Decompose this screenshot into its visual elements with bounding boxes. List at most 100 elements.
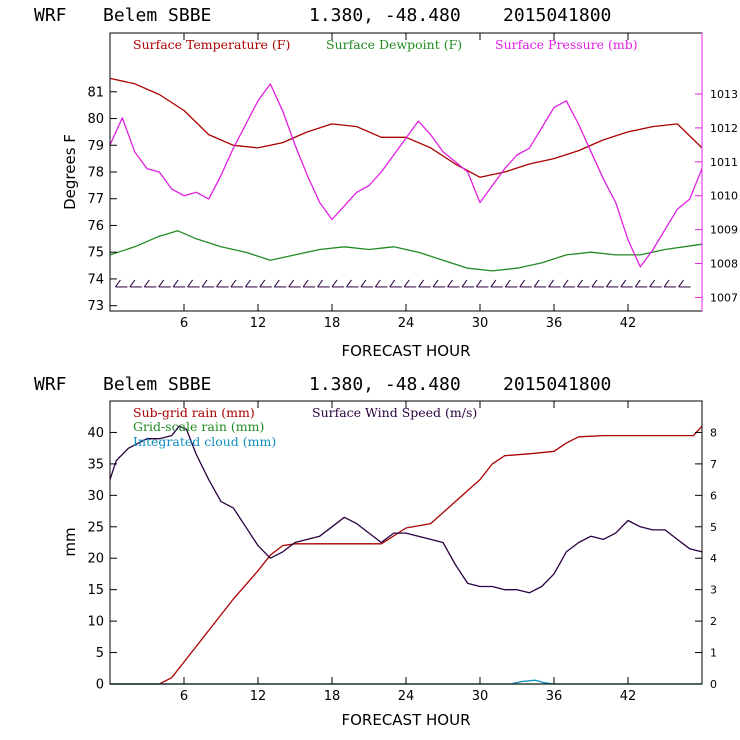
panel2-ytick-label: 20 <box>87 552 104 567</box>
wind-barbs <box>115 279 691 288</box>
wind-barb-flag <box>591 279 598 288</box>
wind-barb-flag <box>259 279 266 288</box>
wind-barb-flag <box>273 279 280 288</box>
panel2-ytick-label: 35 <box>87 457 104 472</box>
panel1-y-axis-label: Degrees F <box>61 134 79 210</box>
panel2-y2tick-label: 7 <box>710 458 717 471</box>
legend-surface-temperature: Surface Temperature (F) <box>133 37 290 52</box>
wind-barb-flag <box>360 279 367 288</box>
wind-barb-flag <box>476 279 482 288</box>
series-surface-dewpoint <box>109 230 703 272</box>
wind-barb-flag <box>634 279 641 288</box>
panel2-xtick-label: 42 <box>620 689 637 704</box>
panel2-y-ticks: 0 5 10 15 20 25 30 35 40 <box>87 426 117 693</box>
panel1-ytick-label: 73 <box>87 299 104 314</box>
wind-barb-flag <box>288 279 295 288</box>
panel1-y2tick-label: 1010 <box>710 190 738 203</box>
wind-barb-flag <box>418 279 425 288</box>
wind-barb-flag <box>187 279 194 288</box>
panel2-header-model: WRF <box>34 374 67 395</box>
wind-barb-flag <box>663 279 670 288</box>
wind-barb-flag <box>432 279 439 288</box>
wind-barb-flag <box>115 279 121 288</box>
panel2-ytick-label: 25 <box>87 520 104 535</box>
panel-rain-wind: WRF Belem SBBE 1.380, -48.480 2015041800… <box>34 374 717 729</box>
panel1-ytick-label: 77 <box>87 192 104 207</box>
panel2-y2tick-label: 5 <box>710 521 717 534</box>
wind-barb-flag <box>533 279 540 288</box>
panel1-header-station: Belem SBBE <box>103 5 211 26</box>
legend-integrated-cloud: Integrated cloud (mm) <box>133 434 276 449</box>
wind-barb-flag <box>201 279 208 288</box>
panel1-xtick-label: 24 <box>398 316 415 331</box>
panel2-xtick-label: 18 <box>324 689 341 704</box>
wind-barb-flag <box>331 279 338 288</box>
wind-barb-flag <box>230 279 237 288</box>
panel1-ytick-label: 80 <box>87 112 104 127</box>
panel2-xtick-label: 6 <box>180 689 188 704</box>
panel1-ytick-label: 81 <box>87 85 104 100</box>
panel1-xtick-label: 36 <box>546 316 563 331</box>
wind-barb-flag <box>172 279 179 288</box>
panel1-y2tick-label: 1007 <box>710 291 738 304</box>
wind-barb-flag <box>129 279 136 288</box>
wind-barb-flag <box>605 279 612 288</box>
panel2-header-station: Belem SBBE <box>103 374 211 395</box>
panel1-y2tick-label: 1012 <box>710 122 738 135</box>
panel1-header-coords: 1.380, -48.480 <box>309 5 461 26</box>
panel2-y2tick-label: 2 <box>710 615 717 628</box>
panel2-y2tick-label: 3 <box>710 584 717 597</box>
wind-barb-flag <box>346 279 352 288</box>
legend-grid-scale-rain: Grid-scale rain (mm) <box>133 419 264 434</box>
wind-barb-flag <box>374 279 381 288</box>
panel2-xtick-label: 12 <box>250 689 267 704</box>
wind-barb-flag <box>447 279 453 288</box>
panel2-y-axis-label: mm <box>61 527 79 556</box>
panel2-xtick-label: 30 <box>472 689 489 704</box>
panel2-y2tick-label: 8 <box>710 426 717 439</box>
panel2-x-axis-label: FORECAST HOUR <box>341 711 470 729</box>
panel2-ytick-label: 10 <box>87 615 104 630</box>
wind-barb-flag <box>244 279 251 288</box>
panel1-xtick-label: 18 <box>324 316 341 331</box>
wind-barb-flag <box>403 279 410 288</box>
panel1-y2tick-label: 1009 <box>710 224 738 237</box>
panel1-ytick-label: 75 <box>87 246 104 261</box>
panel1-y2tick-label: 1011 <box>710 156 738 169</box>
wind-barb-flag <box>649 279 656 288</box>
panel1-ytick-label: 78 <box>87 166 104 181</box>
panel2-xtick-label: 36 <box>546 689 563 704</box>
wind-barb-flag <box>548 279 555 288</box>
panel2-y2tick-label: 6 <box>710 489 717 502</box>
panel2-x-ticks: 6 12 18 24 30 36 42 <box>180 401 636 704</box>
legend-surface-dewpoint: Surface Dewpoint (F) <box>326 37 462 52</box>
legend-surface-wind-speed: Surface Wind Speed (m/s) <box>312 405 477 420</box>
panel1-header-date: 2015041800 <box>503 5 611 26</box>
panel2-header-date: 2015041800 <box>503 374 611 395</box>
panel1-y2tick-label: 1008 <box>710 258 738 271</box>
panel1-y2-ticks: 1007 1008 1009 1010 1011 1012 1013 <box>695 88 738 304</box>
wind-barb-flag <box>519 279 526 288</box>
wind-barb-flag <box>143 279 150 288</box>
panel1-series-group <box>109 77 703 272</box>
wind-barb-flag <box>389 279 396 288</box>
panel1-y2tick-label: 1013 <box>710 88 738 101</box>
panel2-ytick-label: 5 <box>96 646 104 661</box>
panel1-ytick-label: 79 <box>87 139 104 154</box>
panel1-header-model: WRF <box>34 5 67 26</box>
wind-barb-flag <box>678 279 684 288</box>
panel2-ytick-label: 0 <box>96 678 104 693</box>
panel2-y2tick-label: 4 <box>710 552 717 565</box>
panel1-x-axis-label: FORECAST HOUR <box>341 342 470 360</box>
panel2-y2tick-label: 1 <box>710 647 717 660</box>
wind-barb-flag <box>504 279 511 288</box>
panel2-series-group <box>109 425 703 685</box>
panel1-frame <box>109 32 703 312</box>
series-surface-wind-speed <box>109 425 703 594</box>
panel2-ytick-label: 30 <box>87 489 104 504</box>
panel1-xtick-label: 12 <box>250 316 267 331</box>
panel1-ytick-label: 76 <box>87 219 104 234</box>
wind-barb-flag <box>461 279 468 288</box>
panel1-xtick-label: 30 <box>472 316 489 331</box>
